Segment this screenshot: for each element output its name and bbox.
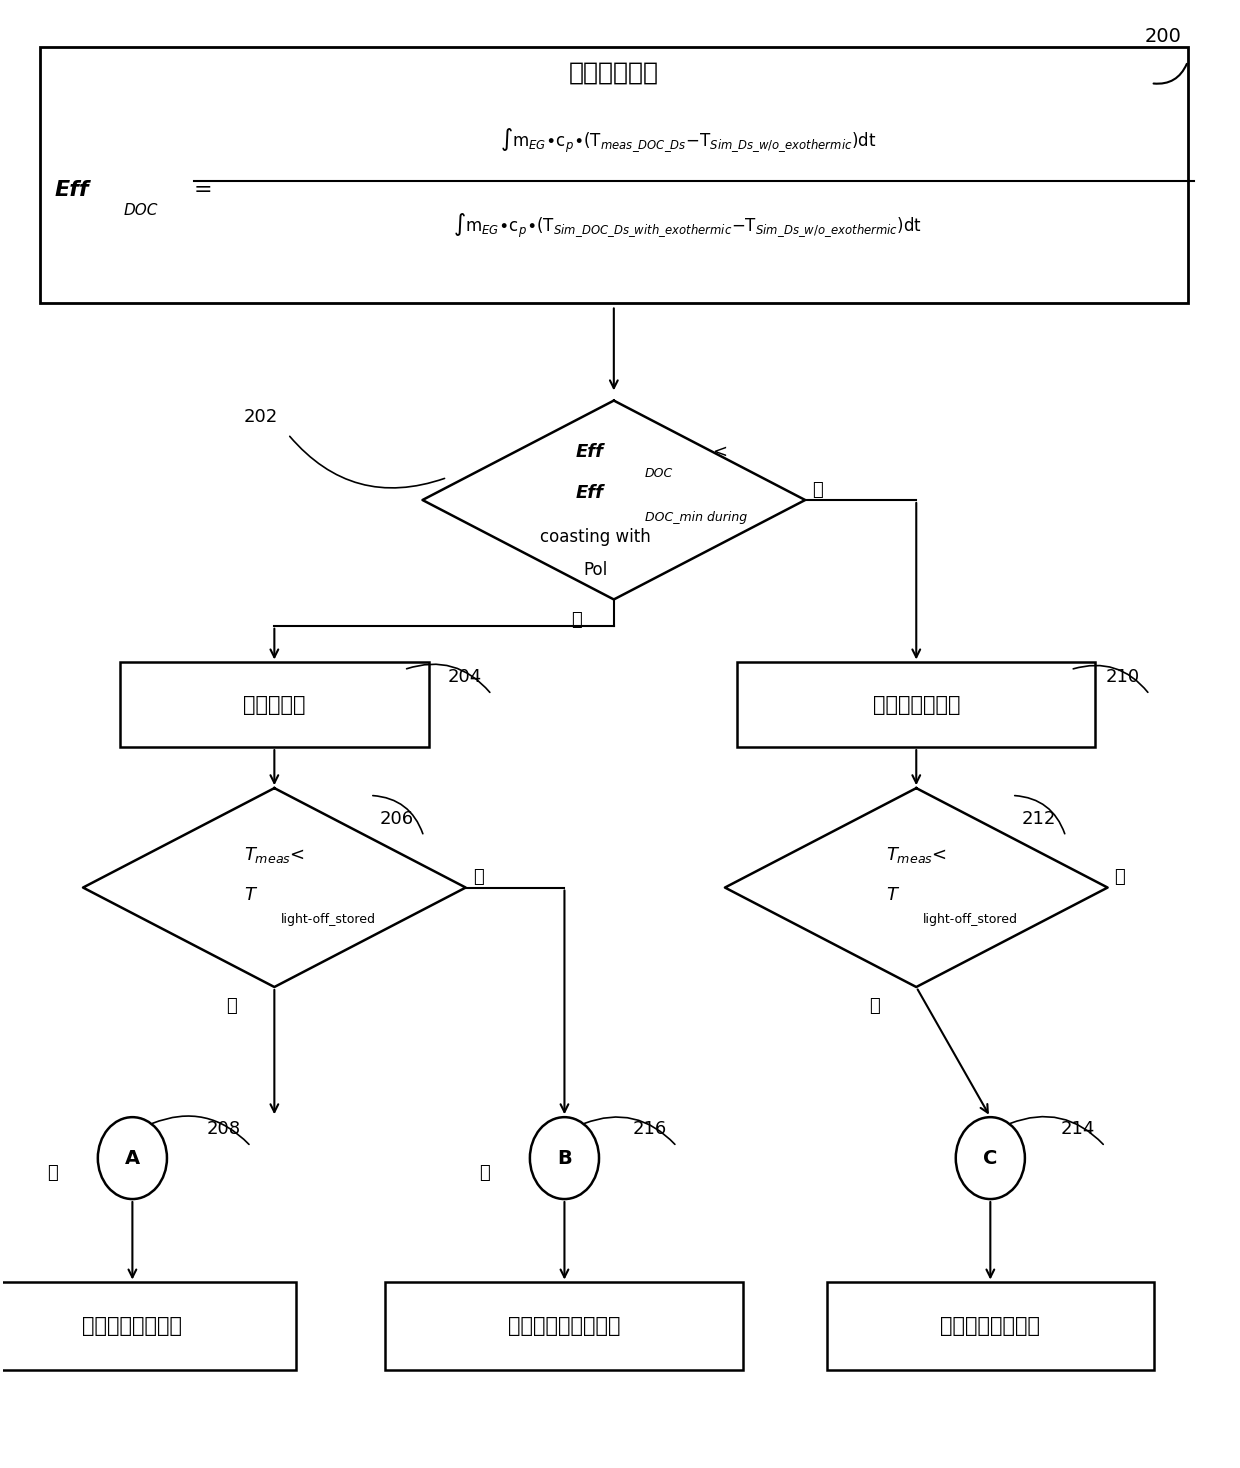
Bar [0,1283,296,1370]
Bar [738,662,1095,747]
Text: T: T [244,885,255,904]
Text: 212: 212 [1022,810,1055,828]
Text: 检测到点火: 检测到点火 [243,694,305,715]
Text: $\int$m$_{\mathit{EG}}$$\bullet$c$_p$$\bullet$(T$_{\mathit{meas\_DOC\_Ds}}$$-$T$: $\int$m$_{\mathit{EG}}$$\bullet$c$_p$$\b… [500,126,877,154]
Text: $\int$m$_{\mathit{EG}}$$\bullet$c$_p$$\bullet$(T$_{\mathit{Sim\_DOC\_Ds\_with\_e: $\int$m$_{\mathit{EG}}$$\bullet$c$_p$$\b… [454,211,923,239]
Bar [827,1283,1154,1370]
Text: C: C [983,1148,997,1167]
Text: B: B [557,1148,572,1167]
Text: $T_{meas}$<: $T_{meas}$< [885,846,946,865]
Text: 不存储新的点火温度: 不存储新的点火温度 [508,1317,621,1336]
Text: 208: 208 [207,1120,241,1138]
Text: 存储新的点火温度: 存储新的点火温度 [940,1317,1040,1336]
Text: =: = [195,181,213,200]
Text: 204: 204 [448,668,481,686]
Text: 否: 否 [812,482,823,499]
Text: T: T [887,885,897,904]
Text: 202: 202 [243,408,278,426]
Text: DOC_min during: DOC_min during [645,511,746,524]
Bar [40,47,1188,302]
Text: DOC: DOC [124,203,159,217]
Text: 200: 200 [1145,26,1182,46]
Text: <: < [713,443,728,461]
Text: light-off_stored: light-off_stored [280,913,376,926]
Text: 216: 216 [632,1120,667,1138]
Text: 否: 否 [1115,868,1126,887]
Bar [386,1283,744,1370]
Text: light-off_stored: light-off_stored [923,913,1018,926]
Text: 是: 是 [869,997,879,1014]
Text: 分析点火测量: 分析点火测量 [569,62,658,85]
Text: 没有检测到点火: 没有检测到点火 [873,694,960,715]
Text: 210: 210 [1105,668,1140,686]
Text: 是: 是 [47,1164,57,1182]
Text: 是: 是 [226,997,237,1014]
Text: coasting with: coasting with [539,527,651,546]
Text: 存储新的点火温度: 存储新的点火温度 [82,1317,182,1336]
Text: Eff: Eff [575,483,603,502]
Text: 否: 否 [472,868,484,887]
Text: 是: 是 [479,1164,490,1182]
Text: A: A [125,1148,140,1167]
Text: DOC: DOC [645,467,673,480]
Bar [120,662,429,747]
Text: 214: 214 [1060,1120,1095,1138]
Text: Eff: Eff [55,181,89,200]
Text: Pol: Pol [583,561,608,580]
Text: Eff: Eff [575,443,603,461]
Text: 是: 是 [572,611,582,628]
Text: $T_{meas}$<: $T_{meas}$< [244,846,305,865]
Text: 206: 206 [379,810,413,828]
